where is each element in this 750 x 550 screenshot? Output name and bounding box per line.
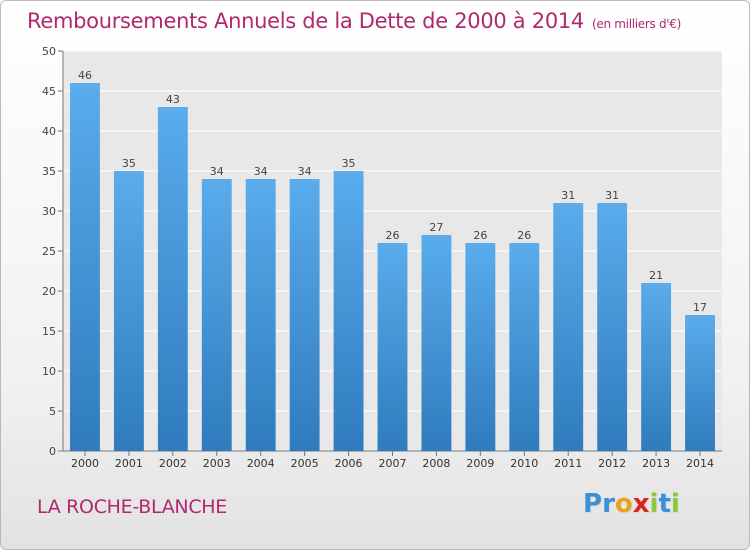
x-tick-label: 2014 — [686, 457, 714, 470]
bar — [157, 107, 188, 451]
logo-letter: i — [649, 489, 659, 519]
bar — [465, 243, 496, 451]
x-tick-label: 2011 — [554, 457, 582, 470]
y-tick-label: 5 — [49, 405, 56, 418]
logo-letter: x — [632, 489, 650, 519]
y-tick-label: 40 — [42, 125, 56, 138]
x-tick-label: 2005 — [291, 457, 319, 470]
bar — [421, 235, 452, 451]
chart-title: Remboursements Annuels de la Dette de 20… — [27, 9, 681, 33]
bar — [201, 179, 232, 451]
y-tick-label: 20 — [42, 285, 56, 298]
x-tick-label: 2001 — [115, 457, 143, 470]
y-tick-label: 0 — [49, 445, 56, 458]
logo-letter: r — [602, 489, 615, 519]
bar-value-label: 43 — [166, 93, 180, 106]
bar-value-label: 26 — [386, 229, 400, 242]
x-tick-label: 2003 — [203, 457, 231, 470]
x-tick-label: 2008 — [422, 457, 450, 470]
x-tick-label: 2013 — [642, 457, 670, 470]
bar — [685, 315, 715, 451]
bar — [509, 243, 540, 451]
logo-letter: t — [658, 489, 671, 519]
logo-letter: P — [583, 489, 603, 519]
bar — [553, 203, 584, 451]
x-tick-label: 2000 — [71, 457, 99, 470]
y-tick-label: 10 — [42, 365, 56, 378]
commune-name: LA ROCHE-BLANCHE — [37, 496, 227, 518]
bar — [641, 283, 672, 451]
x-tick-label: 2006 — [335, 457, 363, 470]
bar — [245, 179, 276, 451]
logo-letter: o — [614, 489, 633, 519]
bar-value-label: 34 — [210, 165, 224, 178]
x-tick-label: 2004 — [247, 457, 275, 470]
chart-title-text: Remboursements Annuels de la Dette de 20… — [27, 9, 584, 33]
y-tick-label: 15 — [42, 325, 56, 338]
bar-value-label: 34 — [298, 165, 312, 178]
x-tick-label: 2002 — [159, 457, 187, 470]
y-tick-label: 30 — [42, 205, 56, 218]
y-tick-label: 50 — [42, 45, 56, 58]
x-tick-label: 2007 — [379, 457, 407, 470]
bar-value-label: 46 — [78, 69, 92, 82]
bar-value-label: 26 — [473, 229, 487, 242]
bar — [333, 171, 364, 451]
x-tick-label: 2009 — [466, 457, 494, 470]
bar-value-label: 27 — [429, 221, 443, 234]
bar-value-label: 17 — [693, 301, 707, 314]
proxiti-logo: Proxiti — [583, 489, 680, 519]
y-tick-label: 45 — [42, 85, 56, 98]
bar — [289, 179, 320, 451]
y-tick-label: 25 — [42, 245, 56, 258]
x-tick-label: 2012 — [598, 457, 626, 470]
bar-value-label: 26 — [517, 229, 531, 242]
x-tick-label: 2010 — [510, 457, 538, 470]
bar-value-label: 31 — [561, 189, 575, 202]
logo-letter: i — [670, 489, 680, 519]
chart-subtitle: (en milliers d'€) — [592, 17, 682, 31]
bar — [70, 83, 100, 451]
y-tick-label: 35 — [42, 165, 56, 178]
bar — [597, 203, 628, 451]
bar-value-label: 34 — [254, 165, 268, 178]
bar-value-label: 31 — [605, 189, 619, 202]
bar — [377, 243, 408, 451]
bar-value-label: 35 — [122, 157, 136, 170]
bar — [113, 171, 144, 451]
bar-value-label: 21 — [649, 269, 663, 282]
bar-value-label: 35 — [342, 157, 356, 170]
